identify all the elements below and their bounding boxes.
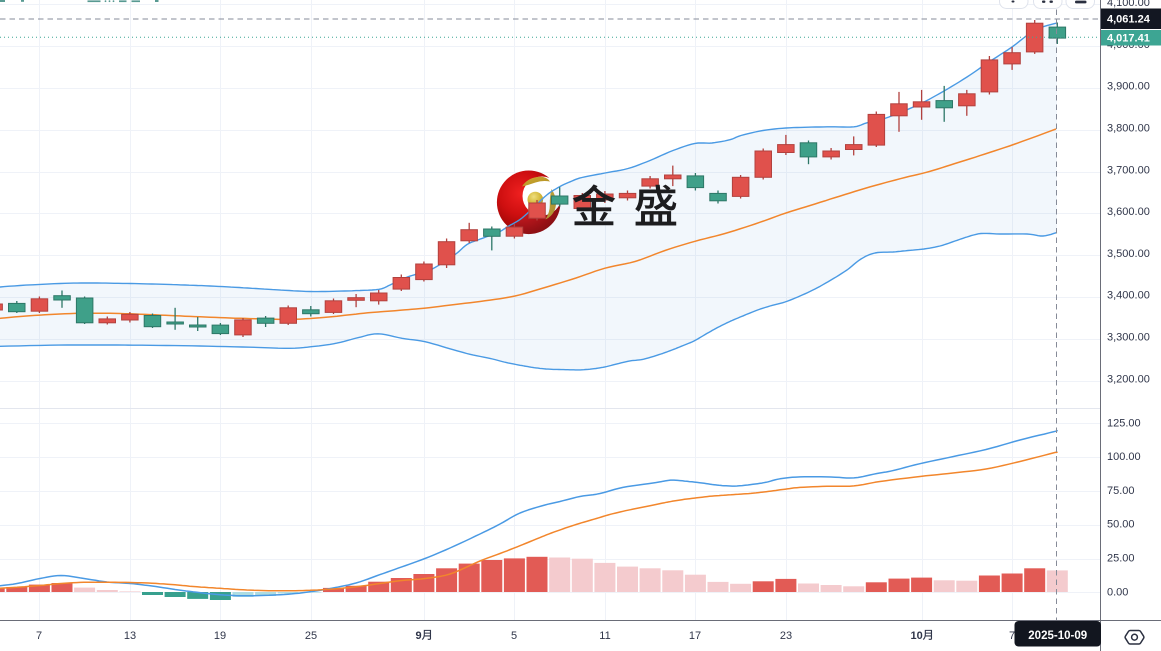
svg-text:3,200.00: 3,200.00 [1107,373,1150,385]
svg-text:3,500.00: 3,500.00 [1107,248,1150,260]
svg-text:5: 5 [511,630,517,642]
svg-text:17: 17 [689,630,701,642]
svg-text:7: 7 [36,630,42,642]
svg-text:11: 11 [599,630,610,642]
svg-text:25.00: 25.00 [1107,553,1135,565]
svg-text:125.00: 125.00 [1107,417,1141,429]
svg-text:3,300.00: 3,300.00 [1107,332,1150,344]
svg-text:3,400.00: 3,400.00 [1107,290,1150,302]
svg-text:3,800.00: 3,800.00 [1107,123,1150,135]
svg-text:4,061.24: 4,061.24 [1107,14,1151,26]
svg-text:19: 19 [214,630,226,642]
svg-text:23: 23 [780,630,792,642]
svg-text:100.00: 100.00 [1107,451,1141,463]
svg-text:7: 7 [1009,630,1015,642]
svg-text:4,017.41: 4,017.41 [1107,33,1150,45]
svg-text:10: 10 [911,630,923,642]
svg-text:3,600.00: 3,600.00 [1107,206,1150,218]
svg-text:0.00: 0.00 [1107,586,1128,598]
svg-text:9: 9 [416,630,422,642]
svg-text:25: 25 [305,630,317,642]
svg-text:3,700.00: 3,700.00 [1107,164,1150,176]
svg-text:13: 13 [124,630,136,642]
svg-text:2025-10-09: 2025-10-09 [1028,630,1087,642]
svg-text:3,900.00: 3,900.00 [1107,81,1150,93]
svg-text:4,100.00: 4,100.00 [1107,0,1150,9]
svg-text:75.00: 75.00 [1107,485,1135,497]
svg-text:50.00: 50.00 [1107,519,1135,531]
